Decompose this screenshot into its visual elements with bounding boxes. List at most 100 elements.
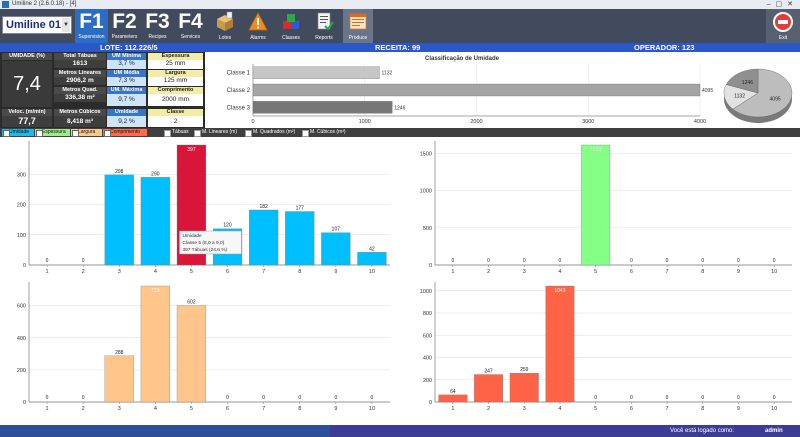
x-tick-label: 10 [369,406,375,412]
um-minima-value: 3,7 % [107,60,146,69]
f4-services-button[interactable]: F4 Services [174,9,207,43]
f3-recipes-button[interactable]: F3 Recipes [141,9,174,43]
classificacao-pie-chart: 4095 1132 1246 [723,68,793,123]
f2-key: F2 [112,10,137,33]
check-m-cubicos[interactable]: M. Cúbicos (m³) [302,128,346,137]
um-media-value: 7,3 % [107,77,146,86]
check-tabuas[interactable]: Tábuas [164,128,189,137]
bar-value-label: 64 [450,389,456,395]
reports-button[interactable]: Reports [309,9,339,43]
class-bar [252,66,380,79]
x-tick-label: 2 [487,269,490,275]
x-tick-label: 10 [771,406,777,412]
bar-value-label: 177 [296,205,305,211]
tooltip-line: 397 Tábuas (24,6 %) [182,247,227,253]
class-value-label: 4095 [702,88,713,94]
status-bar: Você está logado como: admin [0,425,800,437]
f1-supervision-button[interactable]: F1 Supervision [75,9,108,43]
machine-select[interactable]: Umiline 01 ▼ [2,16,72,34]
classificacao-bar-chart: Classificação de Umidade 0 1000 2000 3000 400… [227,56,714,125]
y-tick-label: 600 [17,304,26,310]
x-tick-label: 4 [558,406,561,412]
x-tick-label: 9 [334,269,337,275]
x-tick-label: 2 [82,406,85,412]
bar-value-label: 397 [187,147,196,153]
bar-value-label: 298 [115,169,124,175]
x-tick-label: 10 [369,269,375,275]
check-m-quadrados[interactable]: M. Quadrados (m²) [245,128,295,137]
bar-value-label: 0 [559,258,562,264]
x-tick-label: 3 [523,406,526,412]
bar-value-label: 0 [46,258,49,264]
app-icon [2,1,9,8]
f1-key: F1 [79,10,104,33]
tab-comprimento[interactable]: Comprimento [103,129,147,137]
f2-parameters-button[interactable]: F2 Parameters [108,9,141,43]
y-tick-label: 0 [23,263,26,269]
y-tick-label: 400 [423,356,432,362]
bar-value-label: 0 [262,395,265,401]
um-maxima-header: UM. Máxima [107,87,146,94]
y-tick-label: 100 [17,233,26,239]
x-tick-label: 9 [737,406,740,412]
bar-value-label: 0 [46,395,49,401]
y-tick-label: 1500 [420,151,432,157]
bar-value-label: 0 [701,258,704,264]
bar-value-label: 42 [369,246,375,252]
histogram-bar [438,394,468,403]
operador-text: OPERADOR: 123 [634,43,695,52]
x-tick-label: 7 [262,269,265,275]
total-tabuas-header: Total Tábuas [54,53,106,60]
largura-value: 125 mm [148,77,203,86]
tab-espessura[interactable]: Espessura [35,129,70,137]
f1-label: Supervision [78,34,105,40]
report-icon [317,12,334,31]
chevron-down-icon[interactable]: ▼ [62,18,70,32]
x-tick-label: 8 [701,269,704,275]
bar-value-label: 0 [82,258,85,264]
bar-value-label: 0 [666,395,669,401]
bar-value-label: 0 [451,258,454,264]
alarms-button[interactable]: Alarms [243,9,273,43]
total-tabuas-value: 1613 [54,60,106,68]
bar-tooltip [179,230,242,255]
lotes-button[interactable]: Lotes [210,9,240,43]
y-tick-label: 1000 [420,289,432,295]
lot-info-bar: LOTE: 112.226/5 RECEITA: 99 OPERADOR: 12… [0,43,800,52]
bar-value-label: 0 [594,395,597,401]
bar-value-label: 0 [226,395,229,401]
veloc-value: 77,7 [2,116,52,127]
histogram-bar [321,232,351,266]
exit-button[interactable]: Exit [766,9,800,43]
bar-value-label: 0 [371,395,374,401]
bar-value-label: 0 [298,395,301,401]
bar-value-label: 290 [151,171,160,177]
x-tick-label: 3 [118,406,121,412]
check-m-lineares[interactable]: M. Lineares (m) [194,128,237,137]
x-tick-label: 7 [666,269,669,275]
window-controls[interactable]: –▢✕ [766,1,798,8]
classes-button[interactable]: Classes [276,9,306,43]
bar-value-label: 0 [701,395,704,401]
y-tick-label: 0 [23,400,26,406]
bar-value-label: 0 [630,258,633,264]
tab-largura[interactable]: Largura [71,129,102,137]
y-tick-label: 0 [429,400,432,406]
bar-value-label: 0 [737,395,740,401]
histogram-bar [581,144,611,266]
umidade2-header: Umidade [107,109,146,116]
bar-value-label: 247 [484,369,493,375]
x-tick-label: 4 [154,269,157,275]
largura-header: Largura [148,70,203,77]
x-tick-label: 8 [298,406,301,412]
class-bar [252,101,393,114]
tab-umidade[interactable]: Umidade [2,129,34,137]
pie-slice-label: 4095 [770,96,781,102]
x-tick-label: 6 [226,269,229,275]
y-tick-label: 200 [17,368,26,374]
histogram-bar [509,373,539,403]
produce-button[interactable]: Produce [343,9,373,43]
metros-cubicos-value: 8,418 m³ [54,116,106,127]
f2-label: Parameters [111,34,138,40]
